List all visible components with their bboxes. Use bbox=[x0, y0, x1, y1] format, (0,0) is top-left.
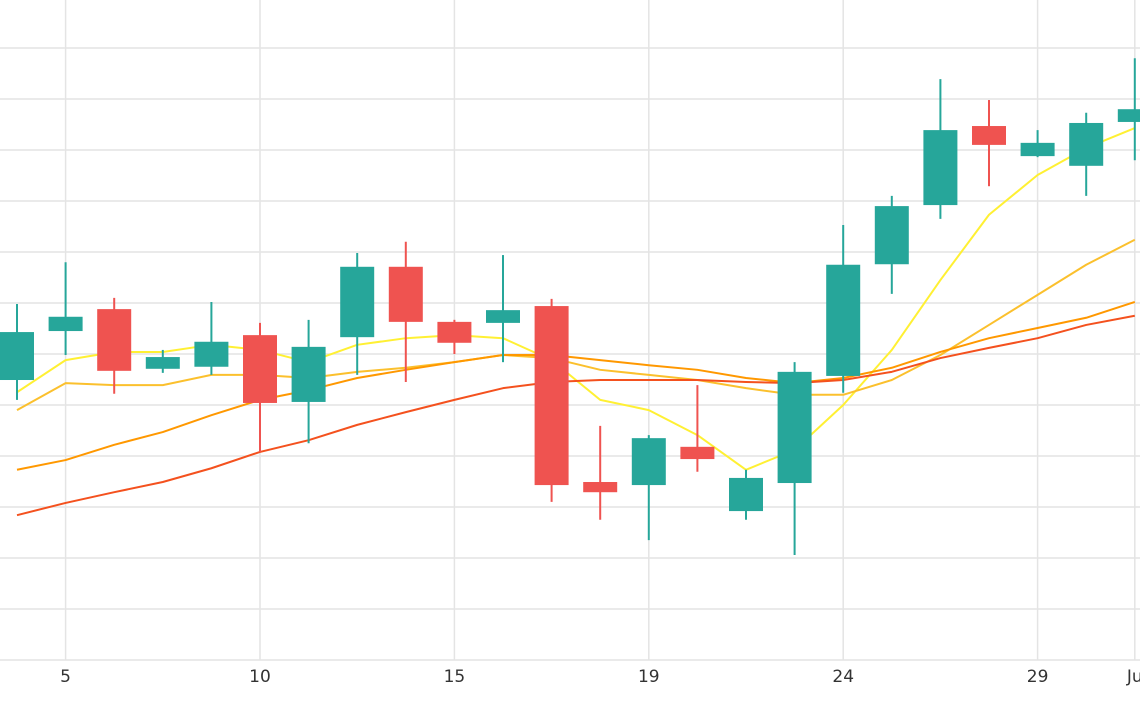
candle-body bbox=[194, 341, 229, 367]
candle-body bbox=[972, 126, 1006, 145]
x-tick-label: 15 bbox=[444, 667, 466, 687]
candle-body bbox=[243, 335, 277, 403]
x-tick-label: 19 bbox=[638, 667, 660, 687]
candle-body bbox=[923, 130, 958, 206]
x-tick-label: 24 bbox=[832, 667, 854, 687]
x-tick-label: Ju bbox=[1126, 667, 1140, 687]
candle-body bbox=[631, 438, 666, 486]
candle-body bbox=[97, 309, 132, 371]
candle-body bbox=[583, 482, 618, 493]
moving-average-line bbox=[16, 301, 1136, 471]
candle-body bbox=[680, 446, 715, 460]
candle-body bbox=[826, 264, 861, 376]
candle-body bbox=[1117, 109, 1140, 122]
moving-average-line bbox=[16, 238, 1136, 411]
candle-body bbox=[777, 371, 812, 484]
x-tick-label: 29 bbox=[1027, 667, 1049, 687]
candle-body bbox=[48, 316, 83, 332]
x-tick-label: 10 bbox=[249, 667, 271, 687]
candle-body bbox=[874, 206, 909, 265]
candle-body bbox=[1069, 122, 1104, 166]
moving-average-line bbox=[16, 314, 1135, 517]
candle-body bbox=[340, 266, 375, 338]
x-tick-label: 5 bbox=[60, 667, 71, 687]
candle-body bbox=[291, 346, 326, 402]
candle-body bbox=[1020, 142, 1055, 157]
candle-body bbox=[729, 477, 763, 512]
candle-body bbox=[388, 266, 423, 322]
candle-body bbox=[486, 310, 520, 323]
candle-body bbox=[145, 357, 180, 369]
candle-body bbox=[0, 332, 34, 381]
moving-average-line bbox=[16, 127, 1136, 471]
candle-body bbox=[534, 306, 569, 486]
candle-body bbox=[437, 321, 472, 343]
